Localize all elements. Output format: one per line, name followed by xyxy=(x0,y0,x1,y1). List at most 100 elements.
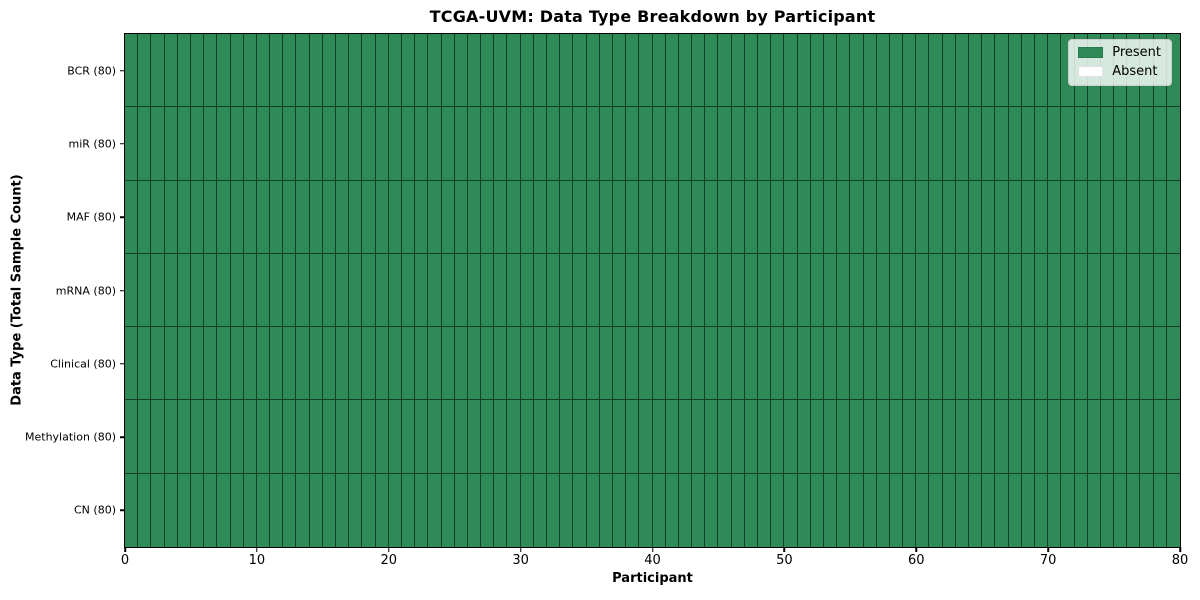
x-tick-mark xyxy=(783,547,786,552)
cell xyxy=(626,34,640,108)
cell xyxy=(850,253,864,328)
cell xyxy=(1048,253,1062,328)
y-tick-mark xyxy=(120,289,125,292)
cell xyxy=(217,400,231,474)
cell xyxy=(1021,253,1035,328)
cell xyxy=(243,253,257,328)
cell xyxy=(731,400,745,474)
cell xyxy=(639,253,653,328)
x-tick-mark xyxy=(1179,547,1181,552)
cell xyxy=(441,327,455,401)
cell xyxy=(837,107,851,181)
cell xyxy=(823,253,838,328)
x-tick-mark xyxy=(124,547,126,552)
cell xyxy=(1074,473,1088,547)
cell xyxy=(560,473,574,547)
cell xyxy=(164,107,178,181)
cell xyxy=(125,400,139,474)
cell xyxy=(863,400,877,474)
cell xyxy=(1021,34,1035,108)
cell xyxy=(177,327,191,401)
cell xyxy=(151,107,165,181)
cell xyxy=(243,400,257,474)
cell xyxy=(969,473,983,547)
y-tick-mark xyxy=(120,143,125,145)
y-tick-mark xyxy=(120,436,125,438)
x-tick-mark xyxy=(915,547,917,552)
cell xyxy=(125,473,139,547)
cell xyxy=(586,253,600,328)
x-axis-label: Participant xyxy=(612,571,693,586)
cell xyxy=(441,253,455,328)
cell xyxy=(889,253,904,328)
cell xyxy=(217,34,231,108)
cell xyxy=(533,400,547,474)
cell xyxy=(612,473,627,547)
cell xyxy=(520,34,534,108)
cell xyxy=(243,180,257,254)
cell xyxy=(903,473,917,547)
cell xyxy=(823,473,838,547)
cell xyxy=(481,400,495,474)
cell xyxy=(639,473,653,547)
cell xyxy=(889,473,904,547)
cell xyxy=(547,34,561,108)
cell xyxy=(1034,107,1049,181)
cell xyxy=(771,107,785,181)
cell xyxy=(533,180,547,254)
cell xyxy=(850,34,864,108)
cell xyxy=(731,180,745,254)
cell xyxy=(665,34,679,108)
cell xyxy=(916,34,930,108)
cell xyxy=(507,400,521,474)
cell xyxy=(533,253,547,328)
cell xyxy=(784,327,798,401)
cell xyxy=(415,327,429,401)
cell xyxy=(929,180,943,254)
cell xyxy=(863,180,877,254)
legend-label-present: Present xyxy=(1112,45,1161,60)
cell xyxy=(995,34,1009,108)
cell xyxy=(626,473,640,547)
cell xyxy=(1100,327,1115,401)
cell xyxy=(375,327,389,401)
cell xyxy=(889,400,904,474)
cell xyxy=(270,253,284,328)
cell xyxy=(784,473,798,547)
cell xyxy=(692,473,706,547)
cell xyxy=(1140,473,1154,547)
cell xyxy=(665,400,679,474)
cell xyxy=(612,400,627,474)
cell xyxy=(837,180,851,254)
cell xyxy=(771,400,785,474)
cell xyxy=(1048,473,1062,547)
cell xyxy=(612,34,627,108)
cell xyxy=(810,327,824,401)
cell xyxy=(362,107,376,181)
cell xyxy=(1034,253,1049,328)
cell xyxy=(1021,400,1035,474)
cell xyxy=(942,107,956,181)
cell xyxy=(639,107,653,181)
cell xyxy=(256,107,271,181)
cell xyxy=(454,253,468,328)
cell xyxy=(1034,473,1049,547)
cell xyxy=(626,327,640,401)
cell xyxy=(665,253,679,328)
cell xyxy=(375,180,389,254)
cell xyxy=(678,400,693,474)
cell xyxy=(1127,327,1141,401)
cell xyxy=(1061,473,1075,547)
cell xyxy=(164,34,178,108)
cell xyxy=(138,107,152,181)
cell xyxy=(876,473,890,547)
cell xyxy=(283,327,297,401)
cell xyxy=(573,327,587,401)
cell xyxy=(177,473,191,547)
cell xyxy=(349,253,363,328)
cell xyxy=(929,107,943,181)
cell xyxy=(454,400,468,474)
cell xyxy=(270,473,284,547)
cell xyxy=(678,107,693,181)
cell xyxy=(797,34,811,108)
